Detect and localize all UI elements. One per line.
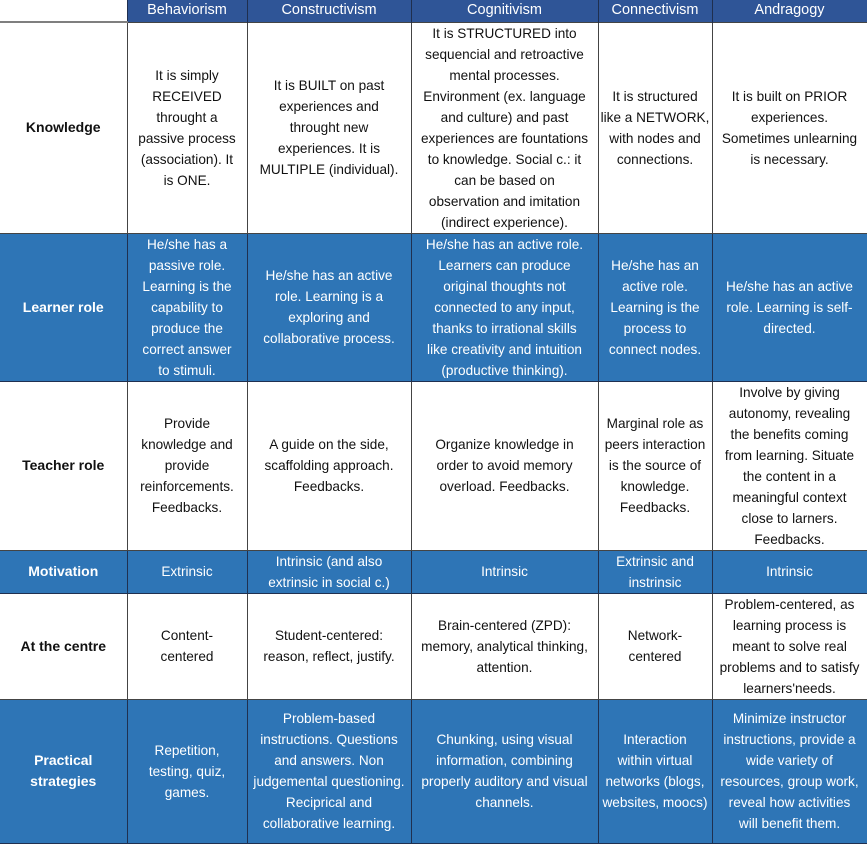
cell-teacher-role-behaviorism: Provide knowledge and provide reinforcem… <box>126 380 248 551</box>
cell-at-the-centre-connectivism: Network- centered <box>597 592 713 700</box>
cell-teacher-role-constructivism: A guide on the side, scaffolding approac… <box>246 380 412 551</box>
cell-at-the-centre-constructivism: Student-centered: reason, reflect, justi… <box>246 592 412 700</box>
column-header-constructivism: Constructivism <box>246 0 412 22</box>
row-label: At the centre <box>0 592 128 700</box>
row-learner-role: Learner role He/she has a passive role. L… <box>0 232 867 382</box>
corner-cell <box>0 0 127 23</box>
row-label: Practical strategies <box>0 698 128 844</box>
cell-practical-strategies-behaviorism: Repetition, testing, quiz, games. <box>126 698 248 844</box>
row-teacher-role: Teacher role Provide knowledge and provid… <box>0 380 867 551</box>
cell-at-the-centre-cognitivism: Brain-centered (ZPD): memory, analytical… <box>410 592 599 700</box>
cell-learner-role-andragogy: He/she has an active role. Learning is s… <box>711 232 867 382</box>
cell-practical-strategies-cognitivism: Chunking, using visual information, comb… <box>410 698 599 844</box>
cell-motivation-constructivism: Intrinsic (and also extrinsic in social … <box>246 549 412 594</box>
cell-knowledge-cognitivism: It is STRUCTURED into sequencial and ret… <box>410 21 599 234</box>
header-row: Behaviorism Constructivism Cognitivism C… <box>0 0 867 23</box>
row-label: Motivation <box>0 549 128 594</box>
cell-at-the-centre-andragogy: Problem-centered, as learning process is… <box>711 592 867 700</box>
cell-knowledge-constructivism: It is BUILT on past experiences and thro… <box>246 21 412 234</box>
cell-teacher-role-cognitivism: Organize knowledge in order to avoid mem… <box>410 380 599 551</box>
cell-practical-strategies-connectivism: Interaction within virtual networks (blo… <box>597 698 713 844</box>
cell-practical-strategies-constructivism: Problem-based instructions. Questions an… <box>246 698 412 844</box>
cell-motivation-connectivism: Extrinsic and instrinsic <box>597 549 713 594</box>
row-label: Teacher role <box>0 380 128 551</box>
cell-learner-role-behaviorism: He/she has a passive role. Learning is t… <box>126 232 248 382</box>
row-practical-strategies: Practical strategies Repetition, testing,… <box>0 698 867 844</box>
row-label: Knowledge <box>0 21 128 234</box>
row-motivation: Motivation Extrinsic Intrinsic (and also e… <box>0 549 867 594</box>
cell-motivation-andragogy: Intrinsic <box>711 549 867 594</box>
row-knowledge: Knowledge It is simply RECEIVED throught … <box>0 21 867 234</box>
cell-learner-role-cognitivism: He/she has an active role. Learners can … <box>410 232 599 382</box>
column-header-behaviorism: Behaviorism <box>126 0 248 22</box>
cell-learner-role-constructivism: He/she has an active role. Learning is a… <box>246 232 412 382</box>
column-header-cognitivism: Cognitivism <box>410 0 599 22</box>
cell-motivation-behaviorism: Extrinsic <box>126 549 248 594</box>
cell-knowledge-connectivism: It is structured like a NETWORK, with no… <box>597 21 713 234</box>
cell-teacher-role-connectivism: Marginal role as peers interaction is th… <box>597 380 713 551</box>
row-at-the-centre: At the centre Content- centered Student-ce… <box>0 592 867 700</box>
cell-knowledge-andragogy: It is built on PRIOR experiences. Someti… <box>711 21 867 234</box>
column-header-andragogy: Andragogy <box>711 0 867 22</box>
cell-at-the-centre-behaviorism: Content- centered <box>126 592 248 700</box>
cell-learner-role-connectivism: He/she has an active role. Learning is t… <box>597 232 713 382</box>
row-label: Learner role <box>0 232 128 382</box>
column-header-connectivism: Connectivism <box>597 0 713 22</box>
cell-practical-strategies-andragogy: Minimize instructor instructions, provid… <box>711 698 867 844</box>
cell-knowledge-behaviorism: It is simply RECEIVED throught a passive… <box>126 21 248 234</box>
cell-teacher-role-andragogy: Involve by giving autonomy, revealing th… <box>711 380 867 551</box>
cell-motivation-cognitivism: Intrinsic <box>410 549 599 594</box>
